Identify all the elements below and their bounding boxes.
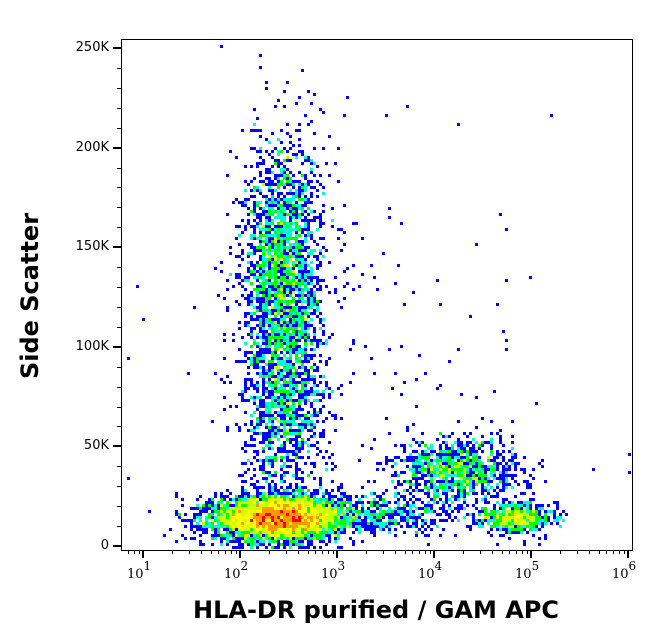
y-major-tick [113,47,121,49]
x-minor-tick [463,550,465,554]
x-minor-tick [395,550,397,554]
x-minor-tick [509,550,511,554]
y-minor-tick [117,167,121,169]
x-minor-tick [418,550,420,554]
y-tick-label: 0 [100,538,109,553]
x-minor-tick [269,550,271,554]
y-minor-tick [117,366,121,368]
x-major-tick [239,550,241,558]
x-minor-tick [521,550,523,554]
x-minor-tick [127,550,129,554]
x-minor-tick [560,550,562,554]
y-tick-label: 200K [75,139,109,155]
y-minor-tick [117,486,121,488]
y-major-tick [113,246,121,249]
y-minor-tick [117,426,121,428]
x-minor-tick [315,550,317,554]
x-tick-label: 105 [515,558,540,582]
x-minor-tick [210,550,212,554]
y-minor-tick [117,267,121,269]
x-minor-tick [480,550,482,554]
x-minor-tick [623,550,625,554]
x-tick-label: 104 [418,558,443,582]
y-minor-tick [117,227,121,229]
y-tick-label: 150K [75,239,109,255]
x-minor-tick [235,550,237,554]
x-minor-tick [307,550,309,554]
y-minor-tick [117,406,121,408]
x-minor-tick [189,550,191,554]
x-minor-tick [298,550,300,554]
y-major-tick [113,445,121,448]
x-minor-tick [412,550,414,554]
y-minor-tick [117,506,121,508]
x-major-tick [530,550,532,558]
y-minor-tick [117,306,121,308]
x-minor-tick [172,550,174,554]
x-minor-tick [501,550,503,554]
x-minor-tick [286,550,288,554]
y-minor-tick [117,326,121,328]
y-minor-tick [117,466,121,468]
x-minor-tick [138,550,140,554]
x-minor-tick [429,550,431,554]
x-minor-tick [201,550,203,554]
x-minor-tick [606,550,608,554]
y-minor-tick [117,287,121,289]
x-major-tick [433,550,435,558]
y-minor-tick [117,87,121,89]
x-tick-label: 103 [321,558,346,582]
x-minor-tick [321,550,323,554]
x-tick-label: 106 [612,558,637,582]
y-major-tick [113,545,121,547]
x-minor-tick [515,550,517,554]
y-minor-tick [117,386,121,388]
x-minor-tick [224,550,226,554]
x-axis-title: HLA-DR purified / GAM APC [192,596,560,624]
x-major-tick [627,550,629,558]
x-minor-tick [404,550,406,554]
x-tick-label: 101 [127,558,152,582]
x-minor-tick [492,550,494,554]
y-major-tick [113,146,121,149]
x-minor-tick [589,550,591,554]
y-minor-tick [117,207,121,209]
x-minor-tick [612,550,614,554]
x-minor-tick [598,550,600,554]
x-minor-tick [526,550,528,554]
x-minor-tick [230,550,232,554]
y-tick-label: 250K [75,40,109,55]
y-tick-label: 50K [83,438,109,454]
x-major-tick [336,550,338,558]
x-minor-tick [383,550,385,554]
y-minor-tick [117,187,121,189]
x-major-tick [142,550,144,558]
x-minor-tick [577,550,579,554]
y-tick-label: 100K [75,338,109,354]
y-minor-tick [117,526,121,528]
density-plot-area [121,39,632,550]
x-minor-tick [424,550,426,554]
x-minor-tick [618,550,620,554]
y-minor-tick [117,107,121,109]
x-minor-tick [366,550,368,554]
x-minor-tick [133,550,135,554]
x-tick-label: 102 [224,558,249,582]
y-axis-title: Side Scatter [16,212,44,380]
y-minor-tick [117,67,121,69]
y-major-tick [113,345,121,348]
x-minor-tick [327,550,329,554]
x-minor-tick [218,550,220,554]
x-minor-tick [332,550,334,554]
y-minor-tick [117,127,121,129]
